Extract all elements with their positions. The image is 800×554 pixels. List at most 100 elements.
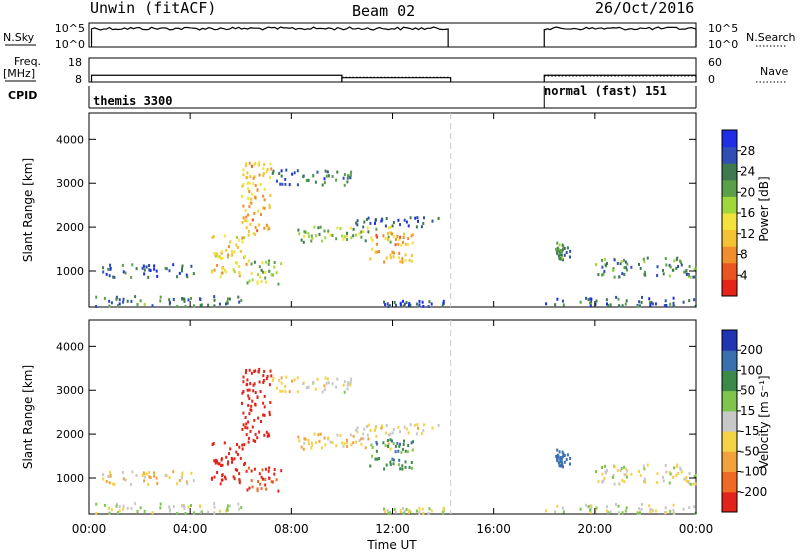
power-echo-9-15 [430,302,433,306]
power-echo-4-13 [246,281,249,285]
cpid-program-1: themis 3300 [93,94,172,108]
velocity-echo-2-28 [233,477,236,481]
power-echo-4-11 [267,262,270,266]
power-echo-0-36 [103,296,106,300]
velocity-echo-1-33 [112,482,115,486]
velocity-echo-0-14 [193,511,196,515]
power-echo-12-67 [689,275,692,279]
velocity-echo-4-8 [264,467,267,471]
velocity-echo-8-19 [405,427,408,431]
power-echo-0-22 [122,300,125,304]
power-echo-12-45 [624,260,627,264]
velocity-echo-3-13 [253,418,256,422]
power-echo-10-49 [665,304,668,307]
power-echo-3-2 [246,171,249,175]
power-echo-0-51 [199,303,202,307]
velocity-echo-0-21 [237,502,240,506]
velocity-echo-1-8 [185,480,188,484]
vel-cbar-swatch-6 [722,370,737,392]
velocity-echo-12-36 [675,465,678,469]
velocity-echo-3-73 [258,430,261,434]
power-echo-3-46 [247,187,250,191]
velocity-echo-3-74 [250,371,253,375]
freq-left-tick-bottom: 8 [75,73,82,86]
velocity-echo-10-39 [636,511,639,515]
power-echo-2-8 [243,236,246,240]
power-echo-3-67 [256,229,259,233]
velocity-echo-5-3 [306,385,309,389]
power-echo-3-73 [258,223,261,227]
power-echo-8-32 [365,218,368,221]
velocity-echo-9-1 [405,508,408,511]
velocity-echo-7-9 [403,439,405,443]
velocity-echo-10-48 [589,508,591,512]
power-echo-9-8 [409,303,412,307]
power-echo-5-15 [327,174,330,178]
velocity-echo-12-4 [694,473,697,477]
power-echo-7-0 [378,250,381,253]
power-echo-6-12 [341,234,344,238]
velocity-echo-12-7 [684,477,687,481]
velocity-echo-1-40 [109,473,112,477]
power-echo-4-3 [262,270,264,274]
power-echo-12-30 [626,268,628,272]
velocity-echo-9-10 [403,509,406,513]
power-echo-3-17 [262,167,265,171]
velocity-echo-10-37 [621,511,624,515]
power-echo-7-11 [386,232,389,235]
velocity-echo-2-23 [226,462,229,466]
velocity-echo-1-41 [124,478,127,482]
velocity-echo-0-19 [227,504,229,508]
velocity-echo-1-3 [181,474,183,478]
power-echo-12-26 [595,263,597,267]
velocity-echo-5-18 [326,377,329,381]
velocity-echo-2-14 [232,475,235,479]
velocity-echo-1-18 [192,479,195,483]
velocity-echo-7-26 [411,466,413,470]
power-echo-1-22 [131,263,134,267]
velocity-echo-3-80 [252,439,255,442]
velocity-echo-5-13 [325,381,328,385]
power-echo-7-48 [401,240,404,244]
power-echo-7-37 [382,234,385,238]
power-echo-6-8 [375,227,378,231]
x-axis-ticks: 00:00 04:00 08:00 12:00 16:00 20:00 00:00 [72,113,713,536]
velocity-echo-2-33 [216,471,219,474]
power-echo-5-7 [346,176,349,180]
velocity-echo-5-36 [350,377,353,381]
power-echo-12-52 [643,270,646,274]
power-echo-1-40 [109,266,112,270]
power-echo-2-24 [210,270,213,274]
power-echo-6-25 [352,234,355,238]
velocity-echo-4-20 [273,472,276,476]
velocity-echo-5-41 [314,387,317,391]
velocity-echo-7-45 [391,439,393,443]
velocity-echo-2-30 [235,450,238,454]
power-echo-9-25 [418,304,421,308]
velocity-echo-12-59 [686,479,688,483]
power-echo-6-22 [387,235,390,239]
velocity-echo-8-8 [385,424,388,427]
velocity-echo-7-19 [410,441,413,445]
velocity-echo-3-17 [262,374,265,378]
power-echo-3-16 [270,167,273,171]
power-echo-0-8 [228,297,231,301]
velocity-echo-4-27 [260,487,263,491]
velocity-echo-6-28 [355,440,358,444]
velocity-echo-12-15 [639,473,642,477]
velocity-echo-8-20 [397,425,400,429]
power-echo-12-59 [686,272,688,276]
velocity-echo-3-55 [257,370,260,374]
power-echo-2-51 [221,267,224,271]
velocity-echo-6-35 [358,439,361,443]
vel-cbar-frame [721,329,738,513]
velocity-echo-5-32 [323,388,326,392]
velocity-echo-7-44 [392,458,395,462]
velocity-echo-8-32 [365,425,368,428]
power-echo-12-29 [694,275,697,279]
power-echo-9-26 [415,302,418,306]
power-echo-6-37 [349,226,352,230]
velocity-echo-6-23 [327,436,330,440]
power-echo-9-0 [421,300,424,304]
velocity-echo-8-1 [409,423,412,427]
